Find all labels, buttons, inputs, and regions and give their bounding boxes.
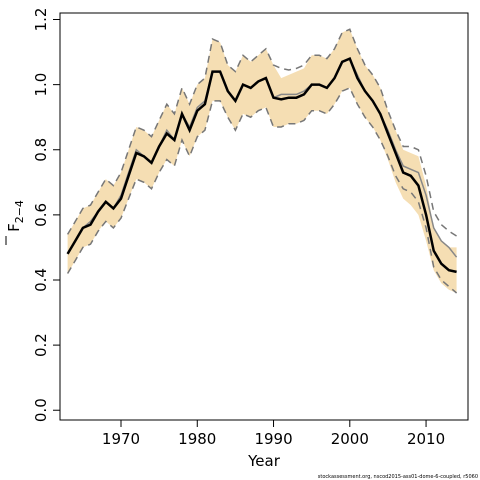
confidence-band (67, 29, 457, 294)
y-tick-label: 0.8 (32, 138, 50, 162)
y-axis-title-main: F (5, 223, 23, 232)
estimate-line (66, 56, 457, 274)
y-tick-label: 1.2 (32, 8, 50, 32)
upper-ci-line (66, 28, 457, 237)
x-tick-label: 1990 (254, 430, 292, 448)
y-tick-label: 0.2 (32, 333, 50, 357)
x-axis-title: Year (247, 452, 281, 470)
lower-ci-line (66, 86, 458, 294)
x-axis: 1970 1980 1990 2000 2010 (102, 420, 445, 448)
x-tick-label: 1970 (102, 430, 140, 448)
x-tick-label: 2010 (407, 430, 445, 448)
credit-text: stockassessment.org, nscod2015-ass01-dom… (318, 474, 478, 480)
x-tick-label: 2000 (331, 430, 369, 448)
y-tick-label: 0.6 (32, 203, 50, 227)
svg-text:F2−4: F2−4 (5, 200, 26, 232)
x-tick-label: 1980 (178, 430, 216, 448)
plot-area (66, 28, 458, 294)
y-tick-label: 0.4 (32, 268, 50, 292)
y-axis-title: F2−4 (5, 200, 26, 245)
y-axis-title-subscript: 2−4 (13, 200, 26, 223)
y-tick-label: 0.0 (32, 398, 50, 422)
y-axis: 0.0 0.2 0.4 0.6 0.8 1.0 1.2 (32, 8, 60, 422)
y-tick-label: 1.0 (32, 73, 50, 97)
plot-frame (59, 12, 469, 421)
